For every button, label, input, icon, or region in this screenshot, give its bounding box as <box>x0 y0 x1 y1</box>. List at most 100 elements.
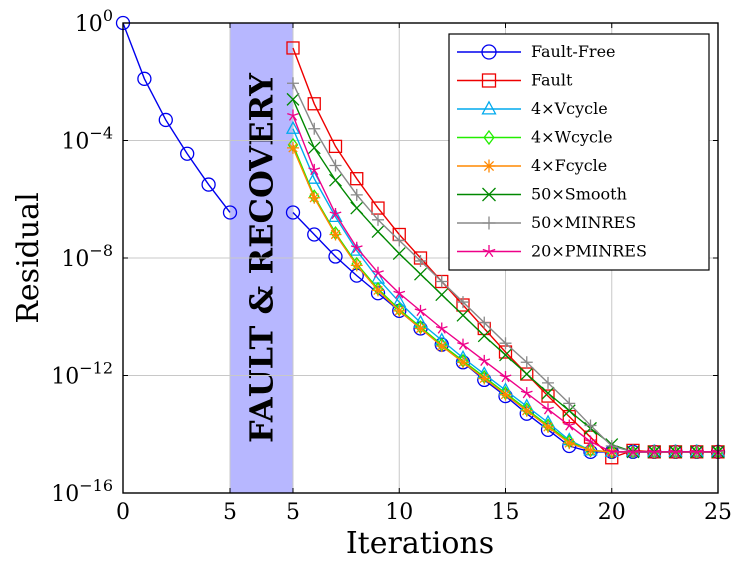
marker-circle <box>180 146 195 161</box>
marker-star <box>457 338 469 350</box>
marker-triangle <box>328 208 343 223</box>
y-tick-exponent: −12 <box>79 359 113 378</box>
legend-entry: 50×Smooth <box>457 185 627 204</box>
marker-square <box>481 73 497 88</box>
marker-circle <box>222 205 238 220</box>
marker-asterisk <box>584 444 597 457</box>
marker-star <box>393 287 406 299</box>
marker-circle <box>328 249 343 264</box>
legend-label: 50×Smooth <box>531 185 627 204</box>
marker-circle <box>158 112 173 128</box>
x-tick-label: 20 <box>598 500 626 525</box>
x-tick-label: 0 <box>116 500 130 525</box>
marker-asterisk <box>329 228 342 241</box>
marker-circle <box>285 205 301 220</box>
marker-plus <box>563 397 576 410</box>
marker-star <box>690 445 703 458</box>
legend-entry: 4×Wcycle <box>457 128 613 147</box>
x-tick-label: 5 <box>286 500 300 525</box>
marker-plus <box>482 216 496 230</box>
marker-square <box>307 97 321 111</box>
marker-plus <box>478 316 491 329</box>
marker-plus <box>435 275 448 288</box>
marker-star <box>542 403 554 415</box>
marker-circle <box>481 44 497 60</box>
y-axis-label: Residual <box>11 192 46 323</box>
marker-star <box>669 445 682 458</box>
marker-star <box>478 354 491 367</box>
marker-x <box>414 267 427 281</box>
marker-asterisk <box>542 420 554 433</box>
legend-entry: 4×Vcycle <box>457 99 608 118</box>
marker-plus <box>329 159 342 172</box>
marker-plus <box>414 254 427 267</box>
marker-star <box>414 304 427 317</box>
marker-star <box>605 445 618 458</box>
marker-star <box>563 419 576 431</box>
marker-plus <box>350 188 363 201</box>
marker-diamond <box>483 129 495 146</box>
y-tick-label: 10−16 <box>51 476 113 507</box>
marker-star <box>584 435 597 447</box>
y-tick-base: 10 <box>51 482 79 507</box>
legend-entry: 20×PMINRES <box>457 242 647 261</box>
legend-label: Fault <box>531 71 573 90</box>
y-tick-exponent: −16 <box>79 476 113 495</box>
marker-asterisk <box>414 322 427 335</box>
legend-entry: 4×Fcycle <box>457 156 607 175</box>
marker-square <box>541 389 555 403</box>
marker-plus <box>542 376 554 389</box>
band-label: FAULT & RECOVERY <box>243 72 281 443</box>
marker-circle <box>137 71 152 86</box>
marker-triangle <box>349 242 364 256</box>
marker-plus <box>457 296 469 309</box>
y-tick-exponent: 0 <box>103 6 113 25</box>
legend-label: 4×Fcycle <box>531 156 607 175</box>
marker-x <box>456 308 470 322</box>
series-line <box>122 22 231 213</box>
marker-asterisk <box>457 356 469 369</box>
legend: Fault-Free Fault 4×Vcycle 4×Wcycle 4×Fcycle 5… <box>448 33 710 271</box>
marker-star <box>520 387 533 399</box>
legend-box <box>448 33 710 271</box>
marker-star <box>627 445 639 458</box>
legend-entry: Fault-Free <box>457 42 616 61</box>
marker-plus <box>287 77 299 90</box>
marker-x <box>371 225 385 239</box>
marker-star <box>372 266 384 278</box>
marker-asterisk <box>287 141 299 154</box>
x-axis-label: Iterations <box>346 526 494 561</box>
marker-square <box>350 172 364 186</box>
marker-asterisk <box>393 304 406 317</box>
legend-label: 4×Wcycle <box>531 128 613 147</box>
x-tick-label: 15 <box>492 500 520 525</box>
marker-x <box>541 386 555 400</box>
marker-plus <box>372 213 384 226</box>
marker-square <box>286 41 300 55</box>
marker-circle <box>307 227 322 242</box>
legend-entry: Fault <box>457 71 573 90</box>
marker-triangle <box>285 120 301 134</box>
y-tick-base: 10 <box>61 130 89 155</box>
marker-plus <box>308 122 321 135</box>
x-tick-label: 5 <box>223 500 237 525</box>
y-tick-base: 10 <box>75 12 103 37</box>
marker-asterisk <box>499 388 512 401</box>
y-tick-label: 10−8 <box>61 241 113 272</box>
series-layer <box>115 15 726 465</box>
marker-x <box>499 348 512 362</box>
y-tick-base: 10 <box>61 247 89 272</box>
y-tick-exponent: −4 <box>89 124 113 143</box>
marker-x <box>435 288 449 302</box>
marker-x <box>477 329 491 343</box>
marker-asterisk <box>308 191 321 204</box>
marker-star <box>482 245 496 258</box>
marker-plus <box>520 356 533 369</box>
marker-x <box>392 247 406 261</box>
marker-triangle <box>481 100 497 115</box>
y-tick-label: 100 <box>75 6 113 37</box>
y-tick-base: 10 <box>51 365 79 390</box>
y-tick-label: 10−12 <box>51 359 113 390</box>
marker-x <box>307 141 321 155</box>
